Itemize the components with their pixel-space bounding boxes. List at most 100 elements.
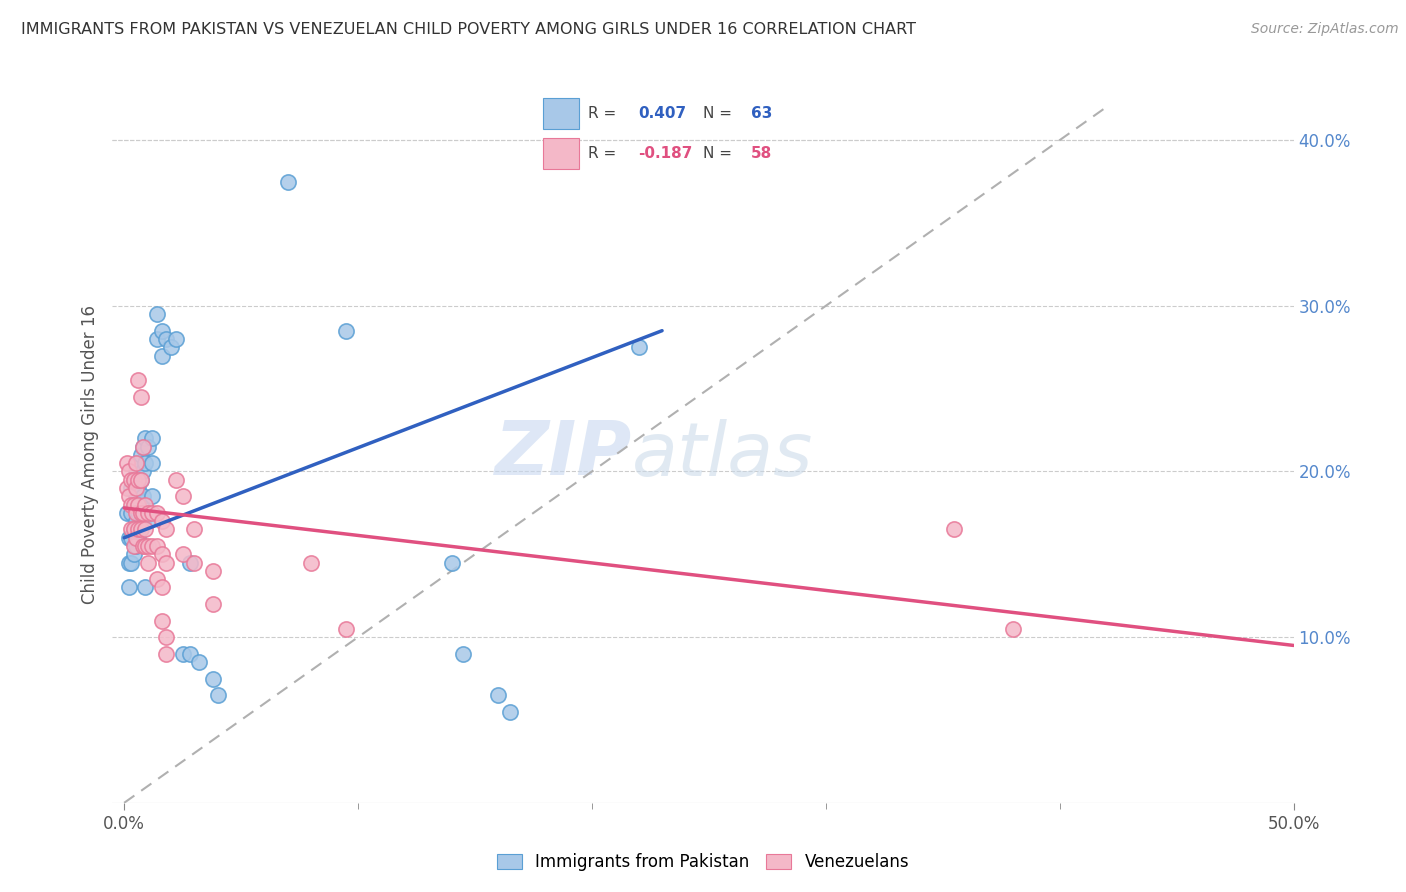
Point	[155, 556, 177, 570]
Point	[150, 547, 173, 561]
Point	[172, 489, 194, 503]
Point	[127, 506, 149, 520]
Point	[115, 456, 138, 470]
Point	[150, 349, 173, 363]
Point	[132, 514, 155, 528]
Point	[122, 498, 145, 512]
Point	[943, 523, 966, 537]
Point	[627, 340, 650, 354]
Point	[141, 431, 163, 445]
Point	[129, 448, 152, 462]
Point	[146, 506, 169, 520]
Point	[132, 440, 155, 454]
Point	[179, 647, 201, 661]
Point	[122, 473, 145, 487]
Point	[136, 514, 159, 528]
Point	[277, 175, 299, 189]
Point	[122, 523, 145, 537]
Point	[120, 556, 142, 570]
Point	[136, 539, 159, 553]
Point	[179, 556, 201, 570]
Point	[202, 672, 225, 686]
Point	[136, 556, 159, 570]
Point	[118, 531, 141, 545]
Point	[150, 324, 173, 338]
Point	[150, 581, 173, 595]
Point	[132, 440, 155, 454]
Point	[127, 481, 149, 495]
Point	[125, 506, 148, 520]
Point	[129, 506, 152, 520]
Point	[125, 456, 148, 470]
Point	[127, 531, 149, 545]
Point	[146, 539, 169, 553]
Point	[122, 547, 145, 561]
Point	[155, 332, 177, 346]
Point	[141, 489, 163, 503]
Point	[122, 523, 145, 537]
Point	[202, 564, 225, 578]
Point	[146, 332, 169, 346]
Point	[134, 539, 156, 553]
Point	[127, 523, 149, 537]
Point	[115, 481, 138, 495]
Point	[125, 514, 148, 528]
Text: 0.407: 0.407	[638, 106, 686, 121]
Point	[141, 539, 163, 553]
Point	[120, 506, 142, 520]
Legend: Immigrants from Pakistan, Venezuelans: Immigrants from Pakistan, Venezuelans	[491, 847, 915, 878]
Point	[125, 481, 148, 495]
Point	[118, 489, 141, 503]
Point	[132, 489, 155, 503]
Point	[134, 581, 156, 595]
Text: ZIP: ZIP	[495, 418, 633, 491]
Point	[172, 647, 194, 661]
Y-axis label: Child Poverty Among Girls Under 16: Child Poverty Among Girls Under 16	[80, 305, 98, 605]
Point	[132, 506, 155, 520]
Point	[129, 473, 152, 487]
Point	[127, 373, 149, 387]
Point	[155, 647, 177, 661]
Point	[134, 431, 156, 445]
Point	[165, 473, 187, 487]
Point	[125, 531, 148, 545]
Point	[129, 473, 152, 487]
Point	[150, 514, 173, 528]
Point	[136, 440, 159, 454]
Point	[127, 473, 149, 487]
Point	[183, 556, 205, 570]
Bar	[543, 98, 579, 129]
Point	[122, 539, 145, 553]
Point	[118, 556, 141, 570]
Text: N =: N =	[703, 106, 737, 121]
Point	[118, 465, 141, 479]
Point	[120, 473, 142, 487]
Point	[118, 581, 141, 595]
Text: IMMIGRANTS FROM PAKISTAN VS VENEZUELAN CHILD POVERTY AMONG GIRLS UNDER 16 CORREL: IMMIGRANTS FROM PAKISTAN VS VENEZUELAN C…	[21, 22, 917, 37]
Point	[299, 556, 322, 570]
Point	[125, 489, 148, 503]
Point	[499, 705, 522, 719]
Point	[127, 498, 149, 512]
Text: R =: R =	[588, 106, 621, 121]
Point	[120, 531, 142, 545]
Point	[172, 547, 194, 561]
Point	[486, 688, 509, 702]
Point	[453, 647, 475, 661]
Point	[150, 614, 173, 628]
Text: Source: ZipAtlas.com: Source: ZipAtlas.com	[1251, 22, 1399, 37]
Text: -0.187: -0.187	[638, 146, 693, 161]
Point	[188, 655, 211, 669]
Point	[335, 324, 357, 338]
Point	[134, 498, 156, 512]
Point	[120, 523, 142, 537]
Point	[440, 556, 463, 570]
Point	[155, 523, 177, 537]
Point	[125, 539, 148, 553]
Point	[335, 622, 357, 636]
Point	[155, 630, 177, 644]
Text: 58: 58	[751, 146, 772, 161]
Point	[120, 481, 142, 495]
Text: N =: N =	[703, 146, 737, 161]
Point	[202, 597, 225, 611]
